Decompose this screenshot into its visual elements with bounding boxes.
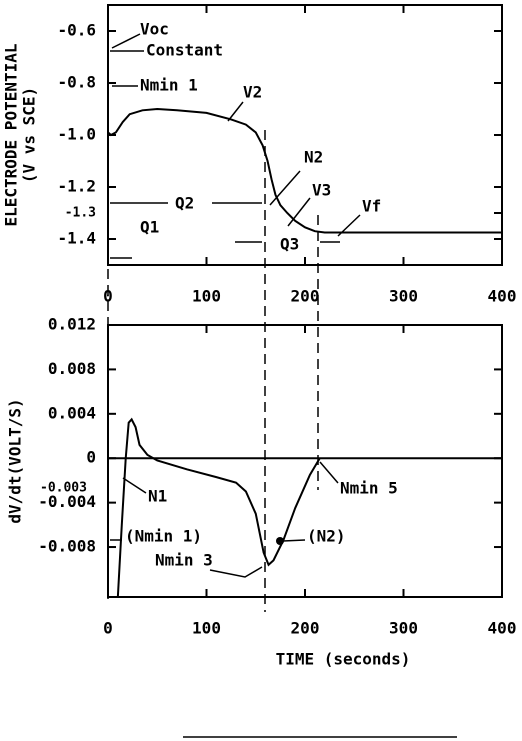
annotation: Q3: [280, 235, 299, 254]
data-line: [116, 417, 321, 598]
annotation: Constant: [146, 41, 223, 60]
annotation: Vf: [362, 197, 381, 216]
annotation: Nmin 5: [340, 479, 398, 498]
arrow: [111, 33, 141, 49]
x-tick-label: 300: [389, 619, 418, 638]
y-tick-label: -0.004: [38, 492, 96, 511]
annotation: Voc: [140, 20, 169, 39]
y-tick-label: -0.6: [57, 21, 96, 40]
y-axis-label: ELECTRODE POTENTIAL: [2, 43, 21, 226]
x-tick-label: 400: [488, 287, 517, 306]
annotation: N2: [304, 148, 323, 167]
x-tick-label: 0: [103, 287, 113, 306]
x-tick-label: 400: [488, 619, 517, 638]
annotation: (N2): [307, 527, 346, 546]
arrow: [209, 566, 263, 578]
x-tick-label: 300: [389, 287, 418, 306]
layout: [107, 33, 457, 738]
x-axis-label: TIME (seconds): [276, 650, 411, 669]
y-tick-label: -1.2: [57, 177, 96, 196]
arrow: [287, 197, 311, 227]
arrow: [269, 170, 301, 206]
x-tick-label: 100: [192, 619, 221, 638]
y-tick-label: 0.004: [48, 403, 96, 422]
y-axis-label: (V vs SCE): [20, 87, 39, 183]
y-tick-label: -1.3: [65, 206, 96, 221]
y-tick-label: -1.0: [57, 125, 96, 144]
annotation: V3: [312, 181, 331, 200]
annotation: (Nmin 1): [125, 527, 202, 546]
y-tick-label: -1.4: [57, 229, 96, 248]
y-tick-label: 0.012: [48, 315, 96, 334]
annotation: V2: [243, 83, 262, 102]
x-tick-label: 0: [103, 619, 113, 638]
y-tick-label: 0: [86, 448, 96, 467]
arrow: [227, 101, 244, 122]
x-tick-label: 200: [291, 287, 320, 306]
y-tick-label: 0.008: [48, 359, 96, 378]
arrow: [319, 461, 339, 484]
y-tick-label: -0.8: [57, 73, 96, 92]
data-line: [107, 46, 502, 234]
arrow: [282, 539, 306, 542]
annotation: N1: [148, 487, 167, 506]
arrow: [122, 477, 147, 494]
annotation: Q2: [175, 194, 194, 213]
y-tick-label: -0.008: [38, 537, 96, 556]
annotation: -0.003: [40, 481, 87, 496]
annotation: Nmin 3: [155, 551, 213, 570]
annotation: Q1: [140, 218, 159, 237]
annotation: Nmin 1: [140, 76, 198, 95]
x-tick-label: 200: [291, 619, 320, 638]
x-tick-label: 100: [192, 287, 221, 306]
y-axis-label: dV/dt(VOLT/S): [6, 398, 25, 523]
